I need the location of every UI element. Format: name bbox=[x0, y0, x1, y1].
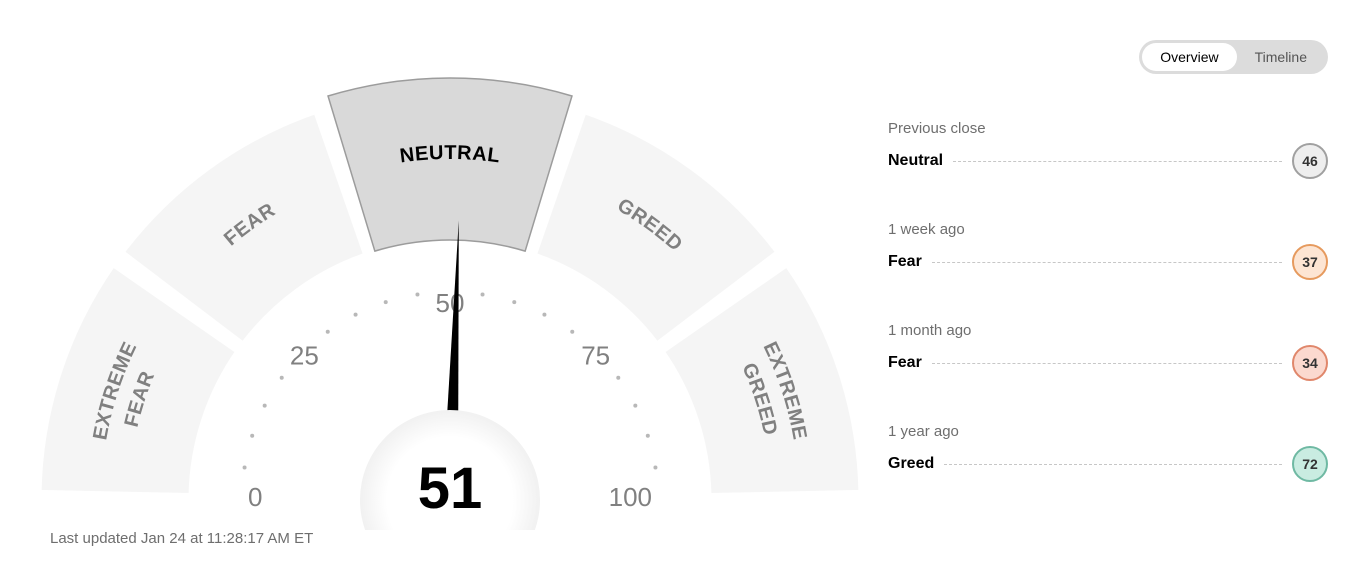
history-row: Previous close Neutral 46 bbox=[888, 120, 1328, 179]
tab-timeline[interactable]: Timeline bbox=[1237, 43, 1325, 71]
history-badge: 46 bbox=[1292, 143, 1328, 179]
history-badge: 34 bbox=[1292, 345, 1328, 381]
gauge-minor-tick bbox=[415, 293, 419, 297]
history-sentiment: Greed bbox=[888, 455, 934, 473]
gauge-minor-tick bbox=[512, 300, 516, 304]
gauge-minor-tick bbox=[570, 330, 574, 334]
history-sentiment: Neutral bbox=[888, 152, 943, 170]
gauge-minor-tick bbox=[481, 293, 485, 297]
gauge-minor-tick bbox=[616, 376, 620, 380]
tab-overview[interactable]: Overview bbox=[1142, 43, 1236, 71]
gauge-minor-tick bbox=[384, 300, 388, 304]
last-updated: Last updated Jan 24 at 11:28:17 AM ET bbox=[50, 530, 313, 547]
gauge-minor-tick bbox=[653, 465, 657, 469]
history-list: Previous closeNeutral461 week agoFear371… bbox=[888, 120, 1328, 524]
gauge-tick-label: 25 bbox=[290, 340, 319, 370]
gauge-value: 51 bbox=[418, 456, 483, 521]
history-label: 1 month ago bbox=[888, 322, 1328, 339]
history-rule bbox=[932, 261, 1282, 263]
history-label: 1 year ago bbox=[888, 423, 1328, 440]
gauge-tick-label: 0 bbox=[248, 482, 262, 512]
gauge-minor-tick bbox=[280, 376, 284, 380]
history-row: 1 week ago Fear 37 bbox=[888, 221, 1328, 280]
history-rule bbox=[944, 463, 1282, 465]
gauge-tick-label: 50 bbox=[436, 288, 465, 318]
gauge-minor-tick bbox=[542, 313, 546, 317]
history-sentiment: Fear bbox=[888, 354, 922, 372]
gauge-tick-label: 75 bbox=[581, 340, 610, 370]
gauge-minor-tick bbox=[250, 434, 254, 438]
gauge-minor-tick bbox=[243, 465, 247, 469]
gauge-minor-tick bbox=[633, 404, 637, 408]
history-sentiment: Fear bbox=[888, 253, 922, 271]
view-toggle: Overview Timeline bbox=[1139, 40, 1328, 74]
gauge-minor-tick bbox=[263, 404, 267, 408]
history-label: 1 week ago bbox=[888, 221, 1328, 238]
gauge-minor-tick bbox=[354, 313, 358, 317]
history-row: 1 month ago Fear 34 bbox=[888, 322, 1328, 381]
gauge-minor-tick bbox=[326, 330, 330, 334]
gauge: EXTREMEFEARFEARNEUTRALGREEDEXTREMEGREED0… bbox=[40, 70, 860, 535]
gauge-tick-label: 100 bbox=[609, 482, 652, 512]
history-rule bbox=[932, 362, 1282, 364]
history-badge: 72 bbox=[1292, 446, 1328, 482]
history-row: 1 year ago Greed 72 bbox=[888, 423, 1328, 482]
gauge-segment bbox=[328, 78, 572, 251]
history-badge: 37 bbox=[1292, 244, 1328, 280]
history-rule bbox=[953, 160, 1282, 162]
gauge-minor-tick bbox=[646, 434, 650, 438]
history-label: Previous close bbox=[888, 120, 1328, 137]
fear-greed-panel: Overview Timeline EXTREMEFEARFEARNEUTRAL… bbox=[0, 0, 1368, 577]
